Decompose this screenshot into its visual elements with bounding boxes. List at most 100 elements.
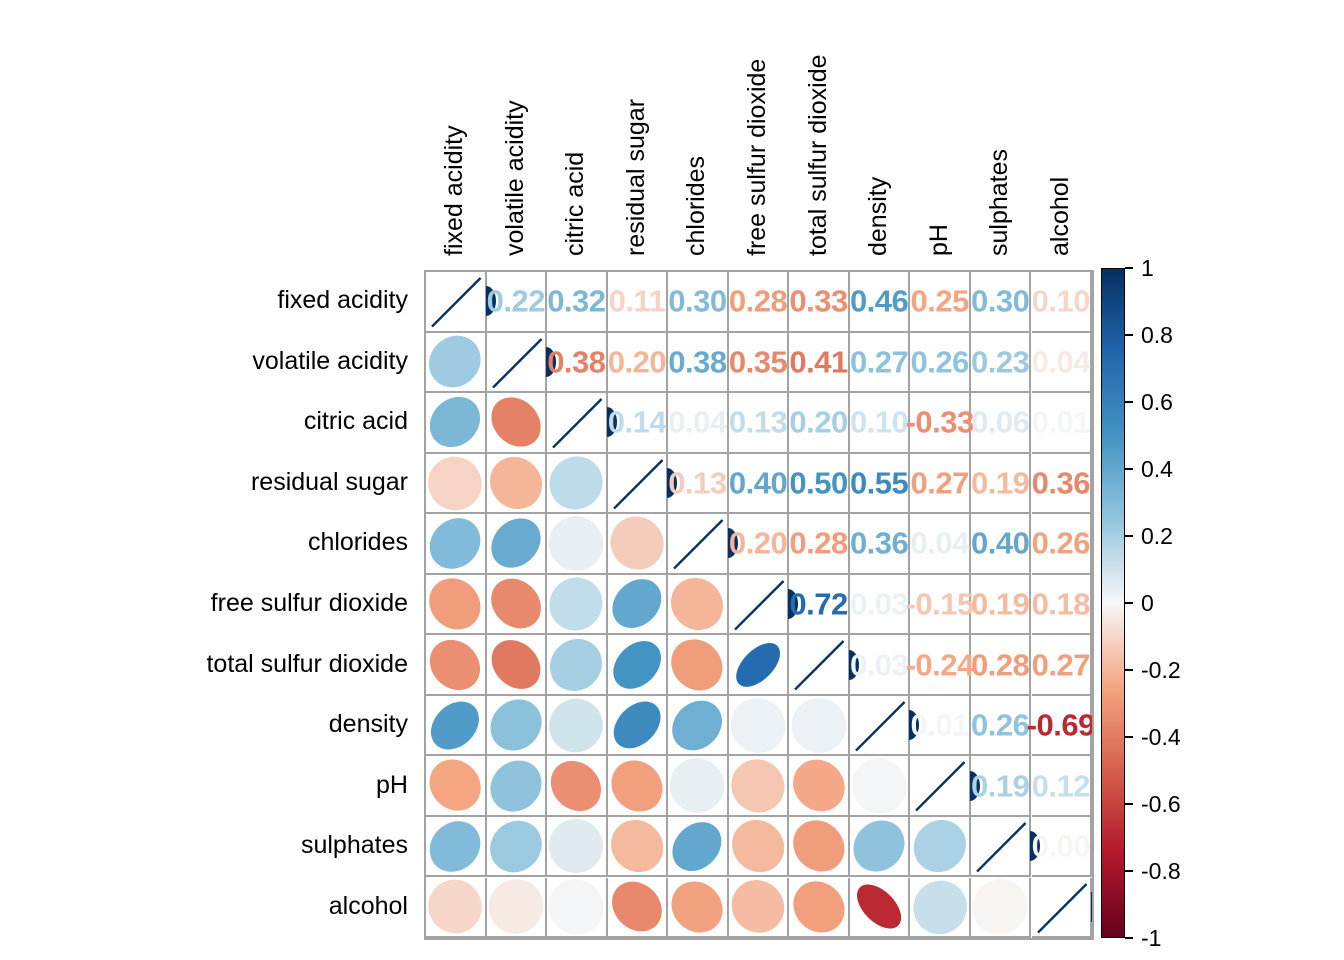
correlation-ellipse-alcohol--free-sulfur-dioxide [720,869,796,939]
correlation-value-total-sulfur-dioxide--pH: -0.24 [905,647,975,683]
matrix-cell-r2-c0 [426,386,491,458]
correlation-value-total-sulfur-dioxide--sulphates: 0.28 [971,647,1030,683]
matrix-cell-r5-c9: 0.19 [970,574,1032,636]
matrix-cell-r2-c5: 0.13 [728,393,790,454]
diagonal-one-mark [1030,831,1041,862]
correlation-ellipse-free-sulfur-dioxide--chlorides [660,567,735,641]
colorbar-tick-label: 0.6 [1141,389,1173,415]
correlation-ellipse-pH--chlorides [658,747,736,825]
row-label-volatile-acidity: volatile acidity [252,346,408,375]
col-label-alcohol: alcohol [1045,176,1074,256]
correlation-ellipse-pH--fixed-acidity [426,749,492,822]
matrix-cell-r1-c1 [486,332,557,394]
colorbar-tick [1125,535,1133,537]
matrix-cell-r10-c0 [426,868,494,939]
matrix-cell-r8-c8 [910,756,980,817]
matrix-cell-r8-c1 [479,749,552,822]
matrix-cell-r5-c5 [728,574,799,636]
correlation-ellipse-alcohol--chlorides [661,870,734,939]
correlation-ellipse-total-sulfur-dioxide--chlorides [661,628,734,701]
matrix-cell-r1-c4: 0.38 [668,332,729,394]
colorbar-tick [1125,669,1133,671]
diagonal-one-mark [606,407,617,438]
correlation-ellipse-alcohol--density [848,876,910,937]
correlation-value-citric-acid--sulphates: 0.06 [971,404,1030,440]
matrix-cell-r0-c8: 0.25 [910,272,971,333]
correlation-ellipse-sulphates--volatile-acidity [479,809,553,883]
col-label-sulphates: sulphates [985,148,1014,256]
matrix-cell-r3-c3 [607,453,678,515]
row-label-pH: pH [376,770,408,799]
matrix-cell-r6-c7: 0.03 [849,635,911,696]
matrix-cell-r7-c8: 0.01 [910,695,971,757]
diagonal-one-mark [848,649,859,680]
matrix-cell-r0-c7: 0.46 [849,272,911,333]
correlation-value-fixed-acidity--chlorides: 0.30 [668,283,727,319]
correlation-value-free-sulfur-dioxide--alcohol: 0.18 [1031,586,1091,622]
correlation-ellipse-density--free-sulfur-dioxide [719,686,797,764]
correlation-value-chlorides--free-sulfur-dioxide: 0.20 [728,525,788,561]
diagonal-line [612,458,664,510]
matrix-cell-r0-c1: 0.22 [486,272,548,333]
correlation-value-total-sulfur-dioxide--alcohol: 0.27 [1031,647,1091,683]
matrix-cell-r8-c2 [541,750,612,821]
colorbar-tick-label: 0 [1141,590,1154,616]
diagonal-one-mark [667,467,678,498]
matrix-cell-r5-c0 [426,568,492,640]
matrix-cell-r0-c5: 0.28 [728,272,790,333]
matrix-cell-r9-c5 [721,809,795,884]
colorbar-tick-label: -0.8 [1141,858,1181,884]
matrix-cell-r4-c4 [668,514,738,575]
matrix-cell-r3-c2 [538,445,614,521]
correlation-value-chlorides--pH: 0.04 [910,525,969,561]
correlation-value-sulphates--alcohol: 0.00 [1031,828,1091,864]
matrix-cell-r6-c8: -0.24 [906,635,974,696]
correlation-value-chlorides--density: 0.36 [849,525,909,561]
colorbar-tick [1125,803,1133,805]
correlation-ellipse-residual-sugar--volatile-acidity [479,446,553,520]
correlation-ellipse-sulphates--pH [902,809,977,884]
correlation-value-residual-sugar--chlorides: 0.13 [668,465,727,501]
correlation-ellipse-total-sulfur-dioxide--free-sulfur-dioxide [728,634,788,695]
correlation-value-volatile-acidity--density: 0.27 [849,344,909,380]
matrix-cell-r2-c7: 0.10 [849,393,911,454]
correlation-ellipse-sulphates--density [842,810,916,883]
colorbar-tick-label: -0.4 [1141,724,1181,750]
matrix-cell-r6-c1 [481,630,551,699]
correlation-value-fixed-acidity--sulphates: 0.30 [971,283,1030,319]
col-label-chlorides: chlorides [682,155,711,256]
col-label-density: density [864,176,893,256]
correlation-value-citric-acid--alcohol: 0.01 [1031,404,1091,440]
diagonal-one-mark [727,528,738,559]
correlation-ellipse-density--citric-acid [538,687,615,763]
correlation-value-fixed-acidity--density: 0.46 [849,283,909,319]
matrix-cell-r2-c1 [481,387,551,458]
matrix-cell-r7-c1 [479,689,552,762]
matrix-cell-r5-c7: 0.03 [849,574,911,636]
correlation-value-chlorides--sulphates: 0.40 [971,525,1030,561]
matrix-cell-r7-c3 [604,692,670,758]
diagonal-one-mark [546,346,557,377]
matrix-cell-r9-c9 [970,816,1041,878]
matrix-cell-r6-c3 [603,631,670,698]
correlation-ellipse-sulphates--free-sulfur-dioxide [721,809,795,884]
correlation-value-citric-acid--density: 0.10 [849,404,909,440]
matrix-cell-r6-c10: 0.27 [1031,635,1093,696]
correlation-ellipse-sulphates--citric-acid [538,807,615,885]
correlation-ellipse-density--volatile-acidity [479,689,552,762]
matrix-cell-r3-c0 [426,445,494,521]
correlation-value-volatile-acidity--citric-acid: 0.38 [547,344,606,380]
correlation-value-density--sulphates: 0.26 [971,707,1030,743]
matrix-cell-r2-c2 [547,393,617,454]
diagonal-line [915,761,966,812]
matrix-cell-r7-c4 [662,690,733,761]
matrix-cell-r1-c0 [426,325,492,399]
matrix-cell-r10-c10 [1031,877,1093,939]
correlation-value-free-sulfur-dioxide--pH: -0.15 [905,586,975,622]
correlation-value-citric-acid--residual-sugar: 0.14 [607,404,667,440]
correlation-value-residual-sugar--total-sulfur-dioxide: 0.50 [789,465,848,501]
matrix-cell-r4-c5: 0.20 [728,514,790,575]
matrix-cell-r3-c6: 0.50 [789,453,850,515]
correlation-ellipse-alcohol--sulphates [961,867,1039,939]
colorbar [1101,268,1125,938]
